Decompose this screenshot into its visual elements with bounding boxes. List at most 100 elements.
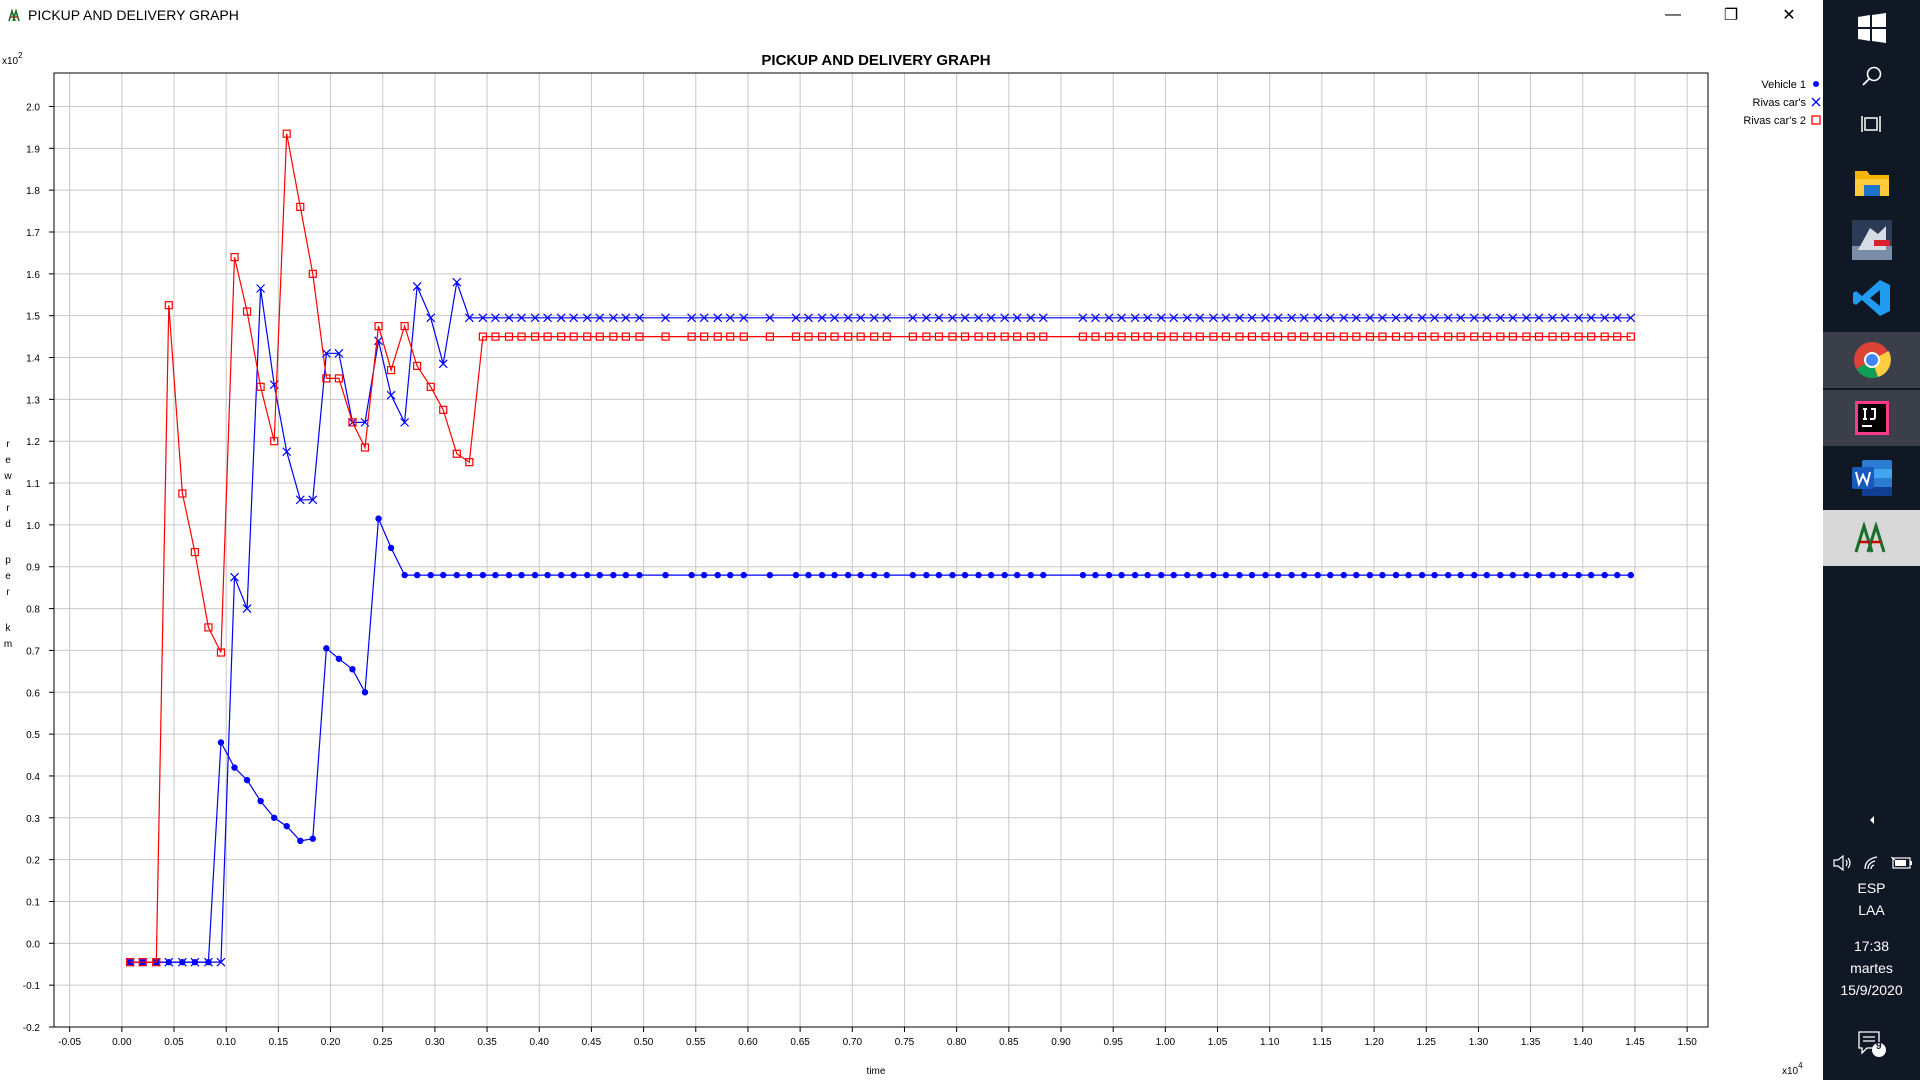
chrome-button[interactable] [1823, 332, 1920, 388]
vehicle-1-point [1210, 571, 1217, 579]
search-button[interactable] [1823, 48, 1920, 104]
y-tick-label: 0.9 [26, 563, 40, 574]
language-indicator[interactable]: ESP [1857, 880, 1886, 896]
clock-date[interactable]: 15/9/2020 [1840, 982, 1903, 998]
chart-legend: Vehicle 1 Rivas car's Rivas car's 2 [1743, 79, 1821, 127]
rivas-cars-2-point [934, 332, 944, 341]
x-tick-label: 0.65 [790, 1037, 810, 1048]
rivas-cars-2-point [270, 437, 279, 446]
show-hidden-icons-button[interactable] [1823, 804, 1920, 836]
close-button[interactable]: ✕ [1766, 0, 1812, 30]
start-button[interactable] [1823, 0, 1920, 56]
vehicle-1-point [1575, 571, 1582, 579]
rivas-cars-2-point [256, 382, 265, 391]
rivas-cars-2-point [661, 332, 670, 341]
vehicle-1-point [243, 776, 251, 784]
rivas-cars-point [256, 284, 266, 293]
rivas-cars-point [1534, 313, 1544, 323]
taskbar: ESP LAA 17:38 martes 15/9/2020 9 [1823, 0, 1920, 1080]
rivas-cars-2-point [1470, 332, 1479, 341]
file-explorer-button[interactable] [1823, 154, 1920, 210]
rivas-cars-point [1012, 313, 1022, 323]
vehicle-1-point [1040, 571, 1047, 579]
vehicle-1-point [505, 571, 513, 579]
rivas-cars-2-point [296, 202, 305, 211]
rivas-cars-point [125, 957, 135, 967]
chart-series [125, 129, 1636, 967]
game-app-button[interactable] [1823, 212, 1920, 268]
x-tick-label: 0.15 [269, 1037, 289, 1048]
axis-ticks: -0.05 0.00 0.05 0.10 0.15 0.20 0.25 0.30 0.35 0.4… [23, 102, 1698, 1048]
vehicle-1-point [1288, 571, 1295, 579]
rivas-cars-point [1313, 313, 1323, 323]
vscode-button[interactable] [1823, 270, 1920, 326]
y-tick-label: 0.5 [26, 730, 40, 741]
x-tick-label: 0.05 [164, 1037, 184, 1048]
series-line-0 [130, 518, 1631, 963]
y-tick-label: 1.0 [26, 521, 40, 532]
y-tick-label: 1.1 [26, 479, 40, 490]
vehicle-1-point [518, 571, 525, 579]
vehicle-1-point [1184, 571, 1191, 579]
notification-count: 9 [1876, 1041, 1882, 1052]
vehicle-1-point [714, 571, 721, 579]
word-button[interactable] [1823, 450, 1920, 506]
rivas-cars-point [974, 313, 983, 323]
y-axis-label-letter: w [3, 471, 12, 482]
keyboard-layout[interactable]: LAA [1858, 902, 1885, 918]
wifi-icon[interactable] [1863, 855, 1881, 871]
vehicle-1-point [1561, 571, 1569, 579]
vehicle-1-point [1079, 571, 1087, 579]
rivas-cars-2-point [1456, 332, 1465, 341]
rivas-cars-2-point [452, 449, 461, 458]
rivas-cars-2-point [308, 269, 317, 278]
vehicle-1-point [923, 571, 930, 579]
x-tick-label: 1.40 [1573, 1037, 1593, 1048]
rivas-cars-point [882, 313, 892, 323]
minimize-button[interactable]: — [1650, 0, 1696, 30]
vehicle-1-point [961, 571, 969, 579]
clock-day[interactable]: martes [1850, 960, 1893, 976]
rivas-cars-2-point [635, 332, 644, 341]
rivas-cars-2-point [230, 253, 239, 262]
chrome-icon [1853, 342, 1891, 379]
rivas-cars-point [426, 313, 436, 323]
volume-icon[interactable] [1833, 855, 1853, 871]
battery-icon[interactable] [1891, 856, 1913, 870]
rivas-cars-point [817, 313, 827, 323]
x-tick-label: 1.00 [1156, 1037, 1176, 1048]
x-tick-label: 1.30 [1469, 1037, 1489, 1048]
vehicle-1-point [1471, 571, 1478, 579]
maximize-button[interactable]: ❐ [1708, 0, 1754, 30]
rivas-cars-2-point [1026, 332, 1035, 341]
vehicle-1-point [1170, 571, 1177, 579]
rivas-cars-2-point [856, 332, 865, 341]
clock-time[interactable]: 17:38 [1853, 938, 1890, 954]
legend-label: Rivas car's 2 [1743, 115, 1806, 127]
y-tick-label: 0.8 [26, 605, 40, 616]
rivas-cars-point [1600, 313, 1610, 323]
rivas-cars-2-point [609, 332, 618, 341]
vehicle-1-point [1027, 571, 1034, 579]
rivas-cars-point [1469, 313, 1479, 323]
notification-center-button[interactable]: 9 [1823, 1024, 1920, 1064]
task-view-button[interactable] [1823, 96, 1920, 152]
rivas-cars-point [1377, 313, 1387, 323]
vehicle-1-point [1535, 571, 1543, 579]
rivas-cars-2-point [1626, 332, 1635, 341]
vehicle-1-point [610, 571, 617, 579]
x-tick-label: 0.10 [216, 1037, 236, 1048]
intellij-button[interactable] [1823, 390, 1920, 446]
rivas-cars-2-point [700, 332, 709, 341]
rivas-cars-2-point [1444, 332, 1453, 341]
rivas-cars-2-point [1508, 332, 1517, 341]
vehicle-1-point [1483, 571, 1490, 579]
graph-app-button[interactable] [1823, 510, 1920, 566]
rivas-cars-2-point [204, 623, 213, 632]
rivas-cars-2-point [1013, 332, 1022, 341]
vehicle-1-point [805, 571, 812, 579]
rivas-cars-2-point [1000, 332, 1009, 341]
vehicle-1-point [1392, 571, 1400, 579]
window-title: PICKUP AND DELIVERY GRAPH [28, 7, 239, 23]
rivas-cars-point [190, 957, 200, 967]
